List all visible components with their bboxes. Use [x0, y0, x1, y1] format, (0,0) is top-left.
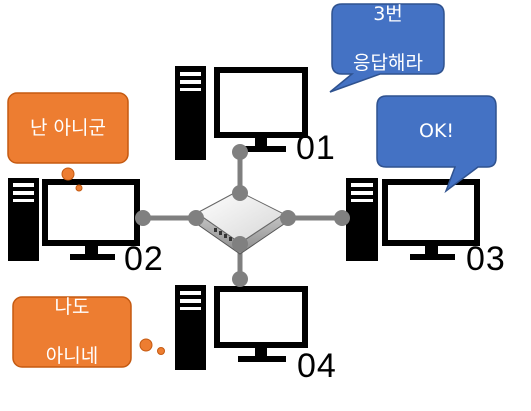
bubble-pc04-line-1: 나도: [54, 295, 90, 318]
computer-04: [175, 285, 308, 370]
bubble-pc04-line-2: 아니네: [45, 345, 99, 368]
bubble-pc02-dot-small: [75, 184, 83, 192]
bubble-pc03: [376, 95, 497, 194]
bubble-pc04-dot-large: [139, 338, 153, 352]
link-nodes: [135, 144, 350, 287]
bubble-pc02-text: 난 아니군: [8, 93, 128, 163]
bubble-pc02: [7, 92, 129, 164]
node-left-outer: [135, 210, 151, 226]
node-bottom-outer: [232, 271, 248, 287]
bubble-pc01-line-2: 응답해라: [353, 52, 423, 75]
bubble-pc04-text: 나도 아니네: [13, 295, 131, 368]
bubble-pc04-dot-small: [157, 347, 165, 355]
bubble-pc03-line-1: OK!: [418, 120, 455, 143]
computer-label-04: 04: [297, 347, 337, 385]
node-right-inner: [280, 210, 296, 226]
bubble-pc02-dot-large: [61, 167, 75, 181]
tower: [175, 285, 206, 370]
tower: [346, 178, 378, 261]
node-top-outer: [232, 144, 248, 160]
computer-03: [346, 178, 480, 261]
node-right-outer: [334, 210, 350, 226]
computer-label-01: 01: [296, 129, 336, 167]
bubble-pc01-line-1: 3번: [373, 2, 403, 25]
bubble-pc04: [12, 296, 132, 368]
bubble-pc02-line-1: 난 아니군: [30, 116, 106, 139]
tower: [8, 178, 39, 261]
node-left-inner: [188, 210, 204, 226]
computer-02: [8, 178, 140, 261]
bubble-pc01-text: 3번 응답해라: [332, 3, 444, 74]
node-top-inner: [232, 185, 248, 201]
node-bottom-inner: [232, 236, 248, 252]
computer-label-03: 03: [466, 240, 506, 278]
computer-01: [175, 66, 308, 160]
computer-label-02: 02: [124, 240, 164, 278]
bubble-pc01: [329, 3, 445, 93]
bubble-pc03-text: OK!: [377, 96, 496, 167]
